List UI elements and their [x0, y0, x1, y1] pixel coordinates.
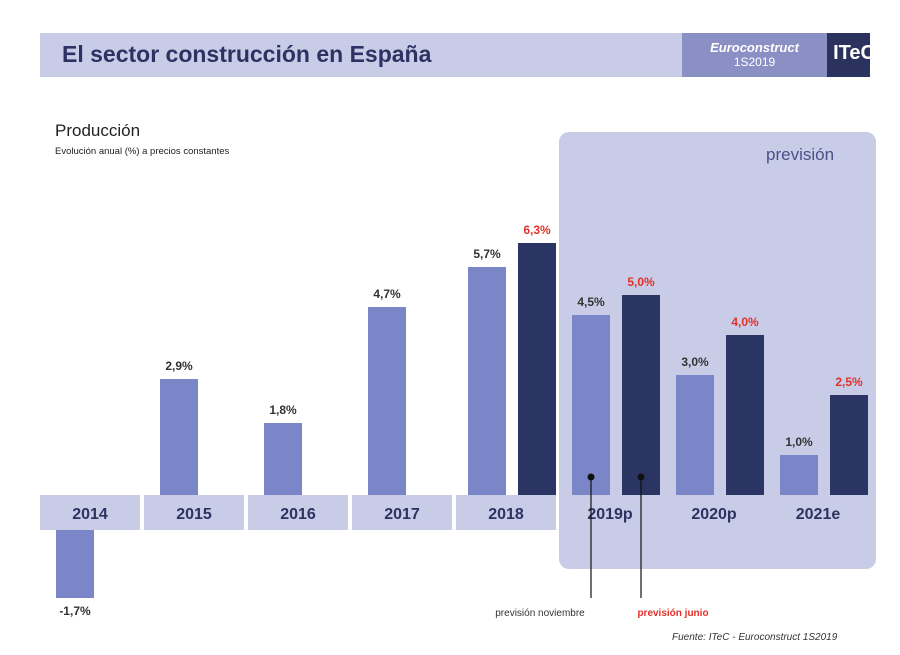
category-box-2017	[352, 495, 452, 530]
data-label-noviembre: 1,0%	[785, 435, 813, 449]
category-box-2019p	[560, 495, 660, 530]
page-title: El sector construcción en España	[62, 41, 432, 67]
bar-junio-2021e	[830, 395, 868, 495]
category-box-2015	[144, 495, 244, 530]
itec-logo-text: ITeC	[833, 42, 875, 64]
euroconstruct-brand: Euroconstruct 1S2019	[682, 33, 827, 77]
data-label-noviembre: 4,7%	[373, 287, 401, 301]
source-note: Fuente: ITeC - Euroconstruct 1S2019	[672, 632, 838, 643]
category-box-2020p	[664, 495, 764, 530]
chart-subtitle: Evolución anual (%) a precios constantes	[55, 146, 230, 157]
forecast-label: previsión	[766, 145, 835, 164]
category-label: 2016	[280, 506, 316, 523]
category-label: 2018	[488, 506, 524, 523]
category-box-2021e	[768, 495, 868, 530]
data-label-noviembre: 3,0%	[681, 355, 709, 369]
bar-noviembre-2015	[160, 379, 198, 495]
data-label-noviembre: 1,8%	[269, 403, 297, 417]
category-label: 2014	[72, 506, 108, 523]
bar-noviembre-2021e	[780, 455, 818, 495]
bar-noviembre-2016	[264, 423, 302, 495]
data-label-noviembre: 4,5%	[577, 295, 605, 309]
bar-noviembre-2020p	[676, 375, 714, 495]
category-label: 2021e	[796, 506, 841, 523]
bar-junio-2020p	[726, 335, 764, 495]
data-label-junio: 2,5%	[835, 375, 863, 389]
category-label: 2020p	[691, 506, 737, 523]
category-label: 2017	[384, 506, 420, 523]
data-label-junio: 6,3%	[523, 223, 551, 237]
bar-junio-2018	[518, 243, 556, 495]
header-banner: El sector construcción en España Eurocon…	[40, 33, 875, 77]
brand-edition: 1S2019	[733, 55, 776, 69]
legend-jun-label: previsión junio	[637, 608, 708, 619]
category-box-2018	[456, 495, 556, 530]
bar-noviembre-2014	[56, 530, 94, 598]
category-label: 2015	[176, 506, 212, 523]
bar-noviembre-2018	[468, 267, 506, 495]
data-label-junio: 5,0%	[627, 275, 655, 289]
bar-noviembre-2017	[368, 307, 406, 495]
data-label-noviembre: 2,9%	[165, 359, 193, 373]
data-label-noviembre: 5,7%	[473, 247, 501, 261]
forecast-tab	[738, 132, 876, 172]
bar-noviembre-2019p	[572, 315, 610, 495]
brand-name: Euroconstruct	[710, 40, 799, 55]
category-label: 2019p	[587, 506, 633, 523]
bar-junio-2019p	[622, 295, 660, 495]
category-box-2014	[40, 495, 140, 530]
legend-nov-label: previsión noviembre	[495, 608, 585, 619]
itec-logo: ITeC	[827, 33, 875, 77]
category-box-2016	[248, 495, 348, 530]
chart-title: Producción	[55, 121, 141, 140]
data-label-noviembre: -1,7%	[59, 604, 91, 618]
data-label-junio: 4,0%	[731, 315, 759, 329]
